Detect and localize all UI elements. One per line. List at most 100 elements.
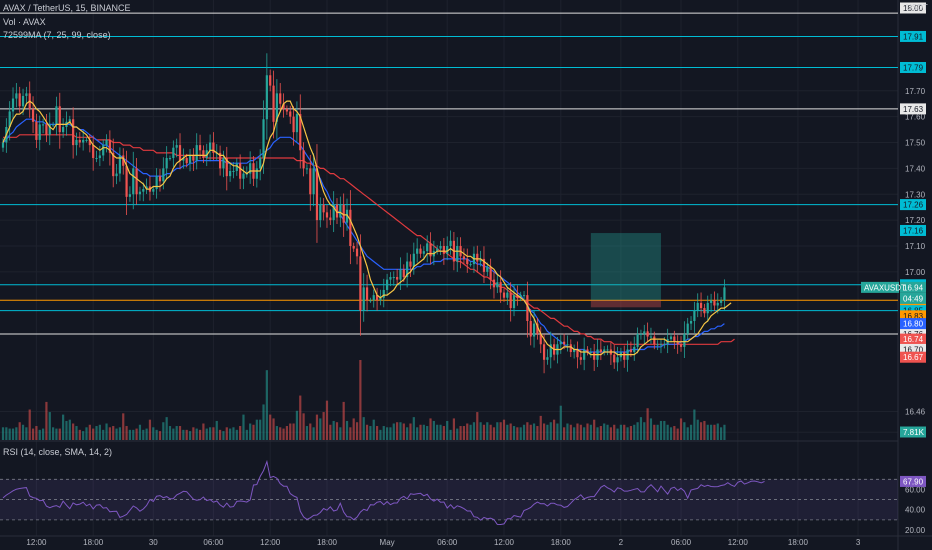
volume-bar-166	[556, 423, 559, 440]
candle-210	[703, 308, 706, 314]
volume-bar-68	[229, 428, 232, 440]
candle-20	[68, 119, 71, 122]
candle-82	[275, 93, 278, 122]
volume-bar-193	[646, 408, 649, 440]
position-box[interactable]	[590, 233, 661, 308]
volume-bar-87	[292, 423, 295, 440]
position-box-profit	[590, 233, 661, 301]
volume-bar-56	[188, 431, 192, 440]
candle-41	[138, 191, 142, 195]
candle-180	[603, 349, 606, 353]
candle-176	[589, 352, 592, 354]
price-tick-17.60: 17.60	[905, 113, 926, 122]
candle-57	[192, 155, 195, 161]
candle-140	[469, 264, 472, 266]
candle-39	[132, 168, 135, 195]
candle-134	[449, 240, 452, 246]
volume-bar-182	[609, 427, 612, 440]
candle-163	[546, 357, 549, 360]
volume-legend[interactable]: Vol · AVAX	[3, 17, 46, 27]
candle-16	[55, 106, 58, 125]
volume-bar-183	[613, 424, 616, 440]
candle-2	[8, 111, 11, 127]
price-tick-17.40: 17.40	[905, 164, 926, 173]
candle-205	[686, 323, 689, 334]
candle-92	[309, 168, 312, 195]
candle-106	[355, 248, 359, 257]
axis-label-16.80-bg	[900, 318, 926, 330]
candle-203	[679, 344, 683, 347]
volume-bar-41	[138, 424, 142, 440]
volume-bar-122	[409, 423, 412, 440]
candle-69	[232, 170, 235, 172]
volume-bar-127	[426, 426, 429, 440]
volume-bar-66	[222, 431, 225, 440]
volume-bar-199	[666, 424, 669, 440]
time-tick-10: 2	[619, 538, 624, 547]
volume-bar-67	[225, 427, 228, 440]
volume-bar-173	[579, 424, 582, 440]
volume-bar-60	[202, 423, 205, 440]
volume-bar-150	[502, 419, 506, 440]
volume-bar-145	[486, 422, 489, 440]
candle-109	[365, 287, 369, 301]
volume-bar-189	[633, 424, 636, 440]
volume-bar-104	[349, 427, 352, 440]
volume-bar-125	[419, 424, 422, 440]
volume-bar-103	[345, 420, 349, 440]
volume-bar-93	[312, 427, 315, 440]
volume-bar-91	[305, 426, 309, 440]
volume-bar-101	[339, 427, 342, 440]
volume-bar-116	[389, 427, 392, 440]
volume-bar-39	[132, 429, 135, 440]
volume-bar-8	[28, 409, 31, 440]
volume-bar-100	[335, 422, 339, 440]
volume-bar-200	[669, 427, 673, 440]
candle-209	[699, 302, 703, 309]
candle-27	[92, 145, 95, 159]
horizontal-levels[interactable]	[0, 12, 898, 335]
axis-label-16.74: 16.74	[903, 335, 924, 344]
rsi-legend[interactable]: RSI (14, close, SMA, 14, 2)	[3, 447, 113, 457]
candle-159	[532, 323, 536, 337]
volume-bar-160	[536, 426, 539, 440]
candle-43	[145, 186, 148, 190]
volume-bar-123	[412, 417, 415, 440]
candle-179	[599, 349, 602, 353]
candle-46	[155, 176, 158, 190]
volume-bar-19	[65, 420, 68, 440]
volume-bar-113	[379, 429, 382, 440]
volume-bar-105	[352, 418, 355, 440]
candle-59	[198, 145, 202, 151]
volume-bar-215	[720, 427, 723, 440]
candle-63	[212, 142, 215, 153]
volume-bar-138	[462, 426, 466, 440]
candle-40	[135, 168, 138, 195]
time-axis[interactable]: 12:00 18:00 30 06:00 12:00 18:00 May 06:00 12:00…	[26, 538, 860, 547]
rsi-tick-40.00: 40.00	[905, 506, 926, 515]
candle-127	[426, 243, 429, 252]
candle-150	[502, 292, 506, 298]
volume-bar-214	[716, 423, 719, 440]
candle-77	[259, 158, 262, 169]
candle-188	[629, 349, 633, 353]
volume-bars	[1, 360, 726, 440]
volume-bar-158	[529, 424, 532, 440]
volume-bar-185	[619, 424, 622, 440]
volume-bar-54	[182, 429, 185, 440]
level-label-18.00-bg	[900, 2, 926, 14]
candle-154	[516, 295, 519, 298]
volume-bar-26	[88, 424, 91, 440]
volume-bar-95	[319, 418, 322, 440]
volume-bar-51	[172, 428, 175, 440]
rsi-pane[interactable]	[0, 459, 898, 526]
symbol-title[interactable]: AVAX / TetherUS, 15, BINANCE	[3, 3, 131, 13]
volume-bar-171	[573, 427, 576, 440]
candle-195	[653, 336, 656, 345]
volume-bar-216	[723, 424, 726, 440]
candle-45	[152, 189, 155, 192]
ma-legend[interactable]: 72599MA (7, 25, 99, close)	[3, 30, 111, 40]
volume-bar-73	[245, 429, 248, 440]
volume-bar-126	[422, 424, 425, 440]
